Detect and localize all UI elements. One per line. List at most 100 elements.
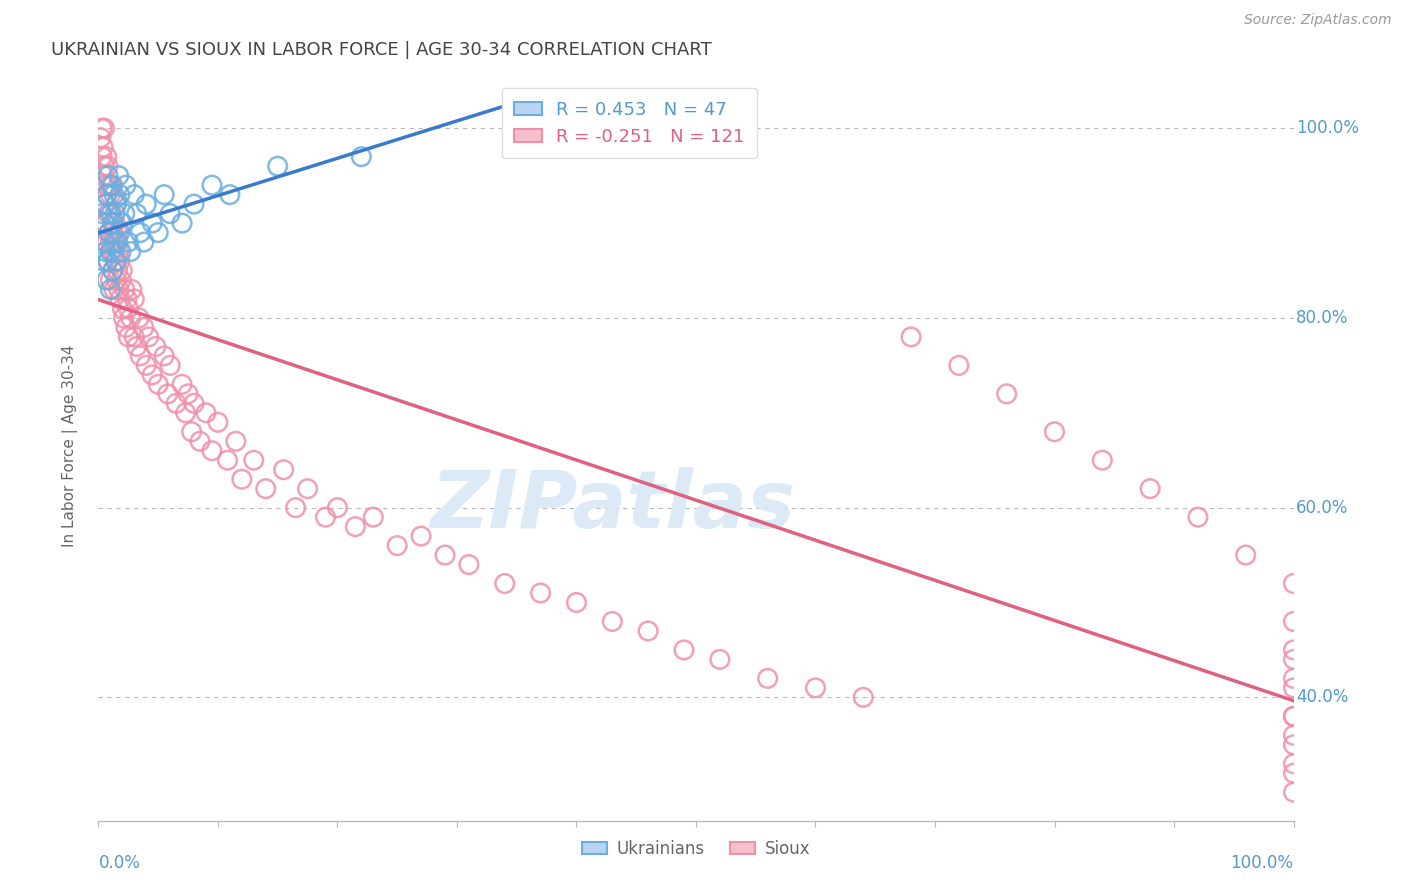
Point	[315, 510, 337, 524]
Point	[91, 169, 114, 183]
Point	[101, 263, 124, 277]
Point	[91, 150, 114, 164]
Point	[267, 159, 290, 173]
Point	[201, 178, 224, 193]
Point	[121, 283, 143, 297]
Point	[91, 206, 114, 220]
Point	[458, 558, 481, 572]
Point	[135, 359, 157, 373]
Point	[207, 415, 229, 429]
Point	[104, 206, 127, 220]
Point	[709, 652, 731, 666]
Point	[107, 263, 129, 277]
Point	[1282, 672, 1305, 686]
Point	[96, 187, 118, 202]
Text: 80.0%: 80.0%	[1296, 309, 1348, 327]
Point	[104, 254, 127, 268]
Point	[135, 197, 157, 211]
Point	[93, 159, 115, 173]
Point	[105, 235, 128, 249]
Point	[231, 472, 253, 486]
Point	[183, 396, 205, 410]
Point	[96, 235, 118, 249]
Text: 40.0%: 40.0%	[1296, 689, 1348, 706]
Point	[103, 283, 125, 297]
Point	[94, 197, 117, 211]
Point	[326, 500, 349, 515]
Point	[1282, 766, 1305, 780]
Point	[100, 244, 122, 259]
Point	[101, 226, 124, 240]
Point	[100, 178, 122, 193]
Point	[172, 377, 194, 392]
Text: 60.0%: 60.0%	[1296, 499, 1348, 516]
Point	[105, 254, 128, 268]
Point	[94, 244, 117, 259]
Point	[103, 187, 125, 202]
Point	[96, 273, 118, 287]
Point	[110, 273, 132, 287]
Point	[1282, 643, 1305, 657]
Point	[297, 482, 319, 496]
Point	[97, 159, 120, 173]
Legend: Ukrainians, Sioux: Ukrainians, Sioux	[575, 833, 817, 864]
Point	[91, 121, 114, 136]
Point	[100, 206, 122, 220]
Point	[103, 244, 125, 259]
Point	[1139, 482, 1161, 496]
Point	[284, 500, 307, 515]
Point	[98, 235, 122, 249]
Point	[93, 235, 115, 249]
Point	[104, 216, 127, 230]
Point	[103, 235, 125, 249]
Point	[273, 463, 295, 477]
Point	[138, 330, 160, 344]
Point	[114, 283, 136, 297]
Point	[172, 216, 194, 230]
Point	[852, 690, 875, 705]
Point	[108, 187, 131, 202]
Point	[1282, 681, 1305, 695]
Point	[174, 406, 197, 420]
Point	[1187, 510, 1209, 524]
Point	[108, 226, 131, 240]
Point	[91, 140, 114, 154]
Point	[411, 529, 433, 543]
Point	[117, 330, 139, 344]
Point	[195, 406, 218, 420]
Point	[111, 263, 134, 277]
Point	[98, 226, 121, 240]
Point	[107, 226, 129, 240]
Point	[105, 273, 128, 287]
Point	[91, 254, 114, 268]
Point	[1282, 615, 1305, 629]
Point	[1282, 756, 1305, 771]
Point	[145, 339, 167, 353]
Point	[93, 121, 115, 136]
Point	[129, 226, 152, 240]
Point	[98, 283, 122, 297]
Point	[111, 216, 134, 230]
Point	[115, 178, 138, 193]
Point	[530, 586, 553, 600]
Point	[124, 292, 146, 306]
Point	[1234, 548, 1257, 562]
Point	[804, 681, 827, 695]
Point	[115, 292, 138, 306]
Point	[96, 187, 118, 202]
Point	[1282, 709, 1305, 723]
Point	[101, 216, 124, 230]
Point	[98, 244, 122, 259]
Point	[177, 387, 200, 401]
Point	[434, 548, 457, 562]
Point	[107, 244, 129, 259]
Point	[363, 510, 385, 524]
Point	[1282, 576, 1305, 591]
Text: Source: ZipAtlas.com: Source: ZipAtlas.com	[1244, 13, 1392, 28]
Point	[114, 206, 136, 220]
Point	[995, 387, 1018, 401]
Point	[96, 150, 118, 164]
Point	[97, 254, 120, 268]
Text: UKRAINIAN VS SIOUX IN LABOR FORCE | AGE 30-34 CORRELATION CHART: UKRAINIAN VS SIOUX IN LABOR FORCE | AGE …	[51, 41, 711, 59]
Point	[188, 434, 211, 449]
